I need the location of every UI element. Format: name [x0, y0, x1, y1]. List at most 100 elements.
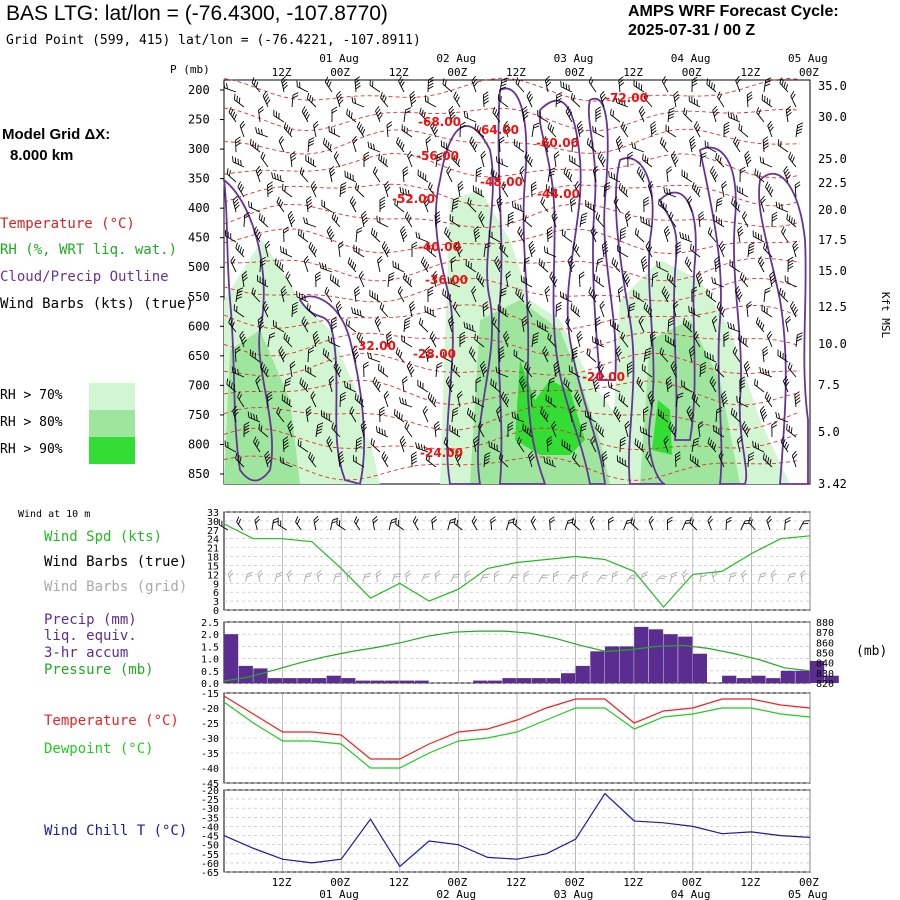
barb-flag — [531, 181, 537, 186]
barb-shaft — [766, 335, 773, 348]
barb-flag — [249, 138, 252, 145]
wind-barb — [594, 316, 601, 333]
barb-flag — [449, 318, 454, 324]
barb-flag — [610, 108, 612, 115]
barb-flag — [668, 316, 675, 321]
barb-flag — [668, 421, 672, 428]
sfc-wind-barb — [784, 516, 791, 531]
barb-flag — [522, 112, 528, 117]
barb-flag — [228, 106, 232, 113]
barb-flag — [249, 349, 252, 356]
barb-flag — [650, 399, 655, 405]
wind-barb — [291, 92, 299, 108]
wind-barb — [682, 318, 693, 333]
barb-flag — [243, 430, 250, 435]
wind-barb — [791, 450, 798, 468]
wind-barb — [354, 286, 361, 303]
barb-flag — [547, 229, 553, 234]
wind-barb — [444, 227, 453, 243]
barb-flag — [514, 202, 517, 209]
barb-flag — [488, 440, 490, 447]
barb-flag — [287, 569, 292, 575]
temperature-contour — [223, 304, 801, 330]
barb-shaft — [743, 365, 749, 378]
barb-flag — [675, 241, 681, 246]
pressure-y2-tick: 830 — [816, 669, 834, 680]
barb-flag — [257, 144, 259, 151]
barb-shaft — [603, 184, 606, 198]
barb-flag — [379, 409, 385, 414]
barb-flag — [457, 393, 463, 399]
wind-barb — [243, 421, 250, 438]
wind-barb — [478, 211, 485, 228]
barb-shaft — [763, 80, 767, 93]
barb-flag — [785, 516, 791, 521]
barb-flag — [404, 326, 410, 330]
barb-shaft — [784, 519, 786, 531]
wind-barb — [597, 361, 605, 378]
wind-barb — [402, 166, 409, 183]
barb-flag — [648, 183, 654, 189]
barb-shaft — [689, 522, 698, 531]
barb-flag — [581, 212, 588, 216]
barb-flag — [457, 429, 459, 436]
precip-bar — [736, 678, 751, 683]
barb-flag — [759, 366, 762, 373]
precip-bar — [766, 678, 781, 683]
wind-barb — [453, 91, 461, 108]
barb-flag — [308, 140, 315, 144]
barb-flag — [691, 289, 698, 294]
barb-shaft — [416, 237, 429, 243]
barb-flag — [451, 152, 454, 159]
barb-flag — [775, 411, 778, 418]
wind-barb — [233, 93, 245, 108]
barb-flag — [690, 141, 696, 147]
barb-shaft — [474, 339, 485, 348]
barb-flag — [567, 381, 570, 388]
barb-flag — [244, 211, 250, 216]
barb-flag — [578, 399, 583, 405]
wind-barb — [613, 196, 621, 213]
barb-flag — [232, 405, 238, 411]
barb-flag — [480, 360, 485, 366]
wind-barb — [746, 91, 753, 108]
barb-shaft — [354, 521, 361, 531]
barb-flag — [593, 231, 598, 237]
barb-flag — [283, 122, 287, 129]
barb-flag — [669, 107, 675, 111]
barb-flag — [626, 279, 631, 285]
barb-flag — [600, 156, 605, 163]
barb-flag — [412, 516, 417, 522]
barb-shaft — [397, 291, 405, 303]
barb-flag — [587, 201, 589, 208]
barb-flag — [661, 76, 666, 82]
barb-shaft — [442, 83, 453, 93]
barb-flag — [565, 379, 568, 386]
barb-flag — [748, 245, 755, 249]
barb-flag — [329, 378, 335, 384]
barb-flag — [375, 569, 381, 575]
barb-flag — [314, 518, 320, 524]
wind-barb — [521, 316, 528, 333]
barb-flag — [591, 438, 596, 445]
barb-flag — [620, 436, 626, 441]
barb-flag — [595, 316, 601, 321]
barb-flag — [305, 154, 307, 161]
barb-flag — [600, 303, 605, 309]
wind-barb — [305, 406, 312, 423]
barb-flag — [781, 203, 783, 210]
barb-flag — [767, 370, 770, 377]
barb-flag — [590, 518, 595, 524]
barb-flag — [480, 189, 482, 196]
barb-flag — [421, 109, 424, 116]
temperature-contour — [223, 228, 801, 254]
barb-flag — [682, 232, 685, 239]
barb-flag — [340, 394, 346, 399]
barb-flag — [552, 213, 557, 219]
barb-shaft — [721, 185, 725, 198]
wind-barb — [789, 301, 798, 318]
barb-flag — [430, 121, 435, 127]
temperature-contour-label: -56.00 — [416, 149, 459, 163]
barb-flag — [650, 334, 656, 339]
barb-flag — [691, 79, 698, 84]
